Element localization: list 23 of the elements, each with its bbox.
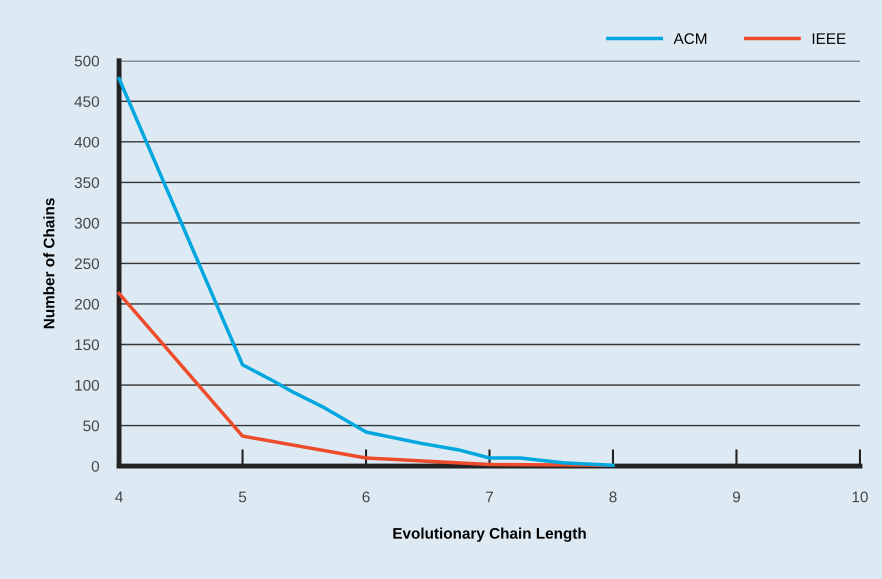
- y-tick-label: 400: [74, 136, 100, 148]
- y-axis-title: Number of Chains: [43, 198, 54, 328]
- x-tick-label: 9: [732, 492, 740, 502]
- y-tick-label: 150: [75, 339, 100, 350]
- x-tick-label: 10: [852, 492, 868, 502]
- y-tick-label: 200: [74, 298, 100, 310]
- x-tick-label: 7: [486, 492, 493, 502]
- x-tick-label: 6: [362, 492, 370, 502]
- x-tick-label: 4: [115, 492, 123, 502]
- y-tick-label: 100: [75, 380, 100, 391]
- y-tick-label: 350: [74, 177, 100, 188]
- x-axis-title: Evolutionary Chain Length: [393, 528, 586, 542]
- x-tick-label: 8: [609, 492, 617, 502]
- y-tick-label: 50: [83, 420, 100, 432]
- y-tick-label: 450: [74, 96, 100, 108]
- legend-label: IEEE: [812, 33, 846, 44]
- y-tick-label: 250: [74, 258, 100, 270]
- y-tick-label: 0: [92, 460, 100, 472]
- x-tick-label: 5: [238, 492, 246, 502]
- y-tick-label: 300: [74, 218, 100, 229]
- y-tick-label: 500: [74, 56, 100, 66]
- legend-label: ACM: [674, 33, 706, 44]
- line-series: [117, 76, 615, 468]
